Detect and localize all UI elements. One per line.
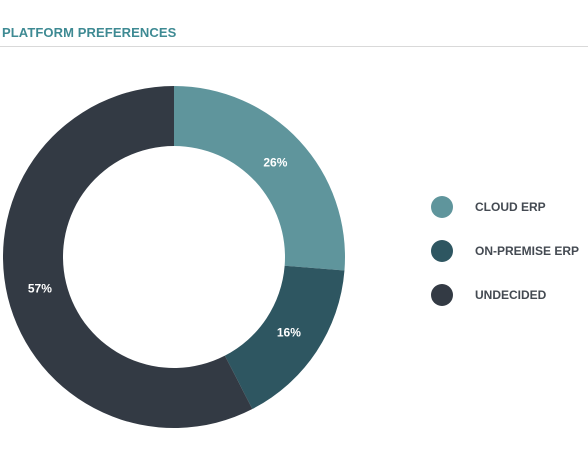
slice-label-undecided: 57% <box>28 282 52 296</box>
slice-label-on-premise-erp: 16% <box>277 326 301 340</box>
slice-label-cloud-erp: 26% <box>263 156 287 170</box>
legend-swatch-on-premise-erp <box>431 240 453 262</box>
slice-cloud-erp[interactable] <box>174 86 345 271</box>
legend-label-on-premise-erp: ON-PREMISE ERP <box>475 244 580 258</box>
legend-swatch-undecided <box>431 284 453 306</box>
slice-undecided[interactable] <box>3 86 253 428</box>
legend-label-undecided: UNDECIDED <box>475 288 547 302</box>
legend-label-cloud-erp: CLOUD ERP <box>475 200 546 214</box>
slice-on-premise-erp[interactable] <box>224 265 345 409</box>
chart-title: PLATFORM PREFERENCES <box>2 25 177 40</box>
title-divider <box>0 46 588 47</box>
legend-swatch-cloud-erp <box>431 196 453 218</box>
